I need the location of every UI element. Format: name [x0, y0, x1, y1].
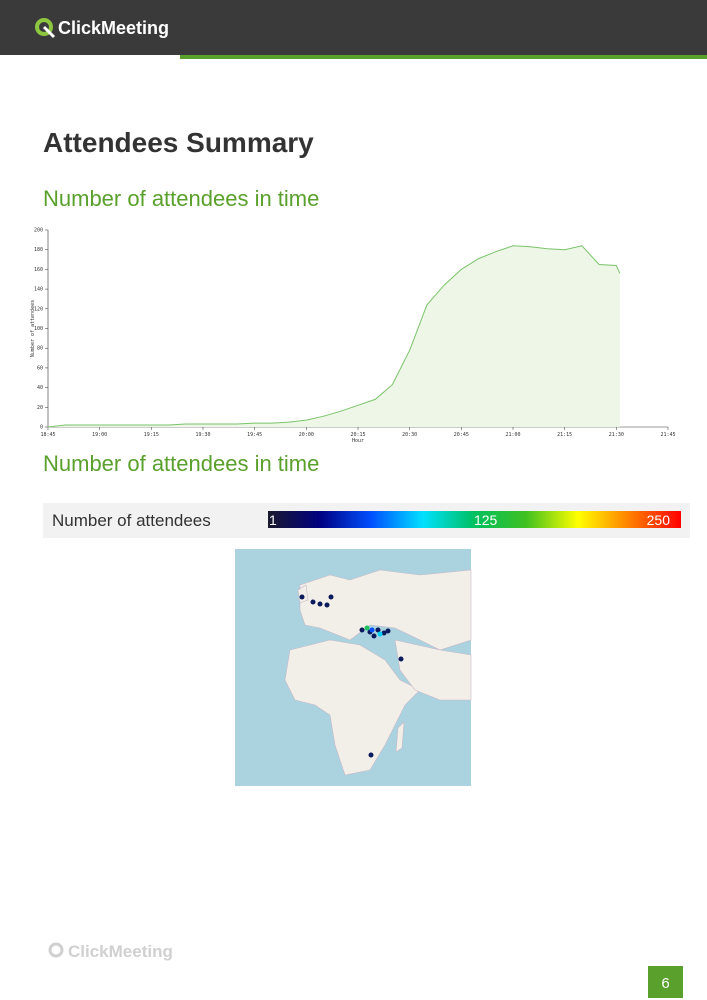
colorbar-gradient: [268, 511, 681, 528]
x-tick-label: 18:45: [40, 432, 55, 438]
y-tick-label: 20: [37, 405, 43, 411]
colorbar-label: Number of attendees: [52, 511, 211, 530]
area-fill: [48, 245, 620, 427]
x-tick-label: 21:30: [609, 432, 624, 438]
y-tick-label: 180: [34, 247, 43, 253]
x-tick-label: 21:00: [505, 432, 520, 438]
section-heading: Number of attendees in time: [43, 451, 319, 476]
y-axis-label: Number of attendees: [30, 300, 36, 357]
map: [235, 549, 472, 786]
y-tick-label: 80: [37, 346, 43, 352]
x-tick-label: 19:30: [195, 432, 210, 438]
header-accent: [180, 55, 707, 59]
y-tick-label: 200: [34, 228, 43, 234]
x-tick-label: 20:15: [350, 432, 365, 438]
map-land-madagascar: [395, 721, 405, 753]
x-tick-label: 19:00: [92, 432, 107, 438]
area-line: [47, 245, 621, 428]
y-tick-label: 60: [37, 365, 43, 371]
page-number: 6: [661, 975, 669, 992]
footer-logo: ClickMeeting: [68, 942, 173, 961]
attendees-chart: 0 20 40 60 80 100 120 140 160 180 200 18:45 19:00 19:…: [30, 228, 676, 445]
y-tick-label: 160: [34, 267, 43, 273]
x-tick-label: 19:45: [247, 432, 262, 438]
section-heading: Number of attendees in time: [43, 186, 319, 211]
colorbar: 1 125 250: [268, 511, 681, 528]
map-land-arabia: [394, 639, 472, 701]
logo-text: ClickMeeting: [58, 18, 169, 38]
colorbar-tick-label: 1: [269, 512, 277, 528]
colorbar-tick-label: 125: [474, 512, 498, 528]
map-markers: [299, 594, 404, 758]
x-tick-label: 20:30: [402, 432, 417, 438]
y-tick-label: 140: [34, 287, 43, 293]
y-tick-label: 0: [40, 425, 43, 431]
logo-cursor: [42, 25, 56, 39]
logo-icon: [35, 18, 53, 36]
map-land-eurasia: [299, 569, 472, 651]
colorbar-tick-label: 250: [647, 512, 671, 528]
y-tick-label: 100: [34, 326, 43, 332]
y-tick-label: 120: [34, 306, 43, 312]
page-title: Attendees Summary: [43, 127, 314, 158]
y-tick-label: 40: [37, 385, 43, 391]
x-tick-label: 21:15: [557, 432, 572, 438]
x-axis-label: Hour: [352, 438, 364, 444]
x-tick-label: 19:15: [144, 432, 159, 438]
footer-logo-icon: [48, 942, 64, 958]
x-tick-label: 20:45: [454, 432, 469, 438]
x-tick-label: 21:45: [660, 432, 675, 438]
map-land-africa: [284, 639, 421, 776]
x-tick-label: 20:00: [299, 432, 314, 438]
header-bar: [0, 0, 707, 55]
page-number-box: [648, 966, 683, 998]
